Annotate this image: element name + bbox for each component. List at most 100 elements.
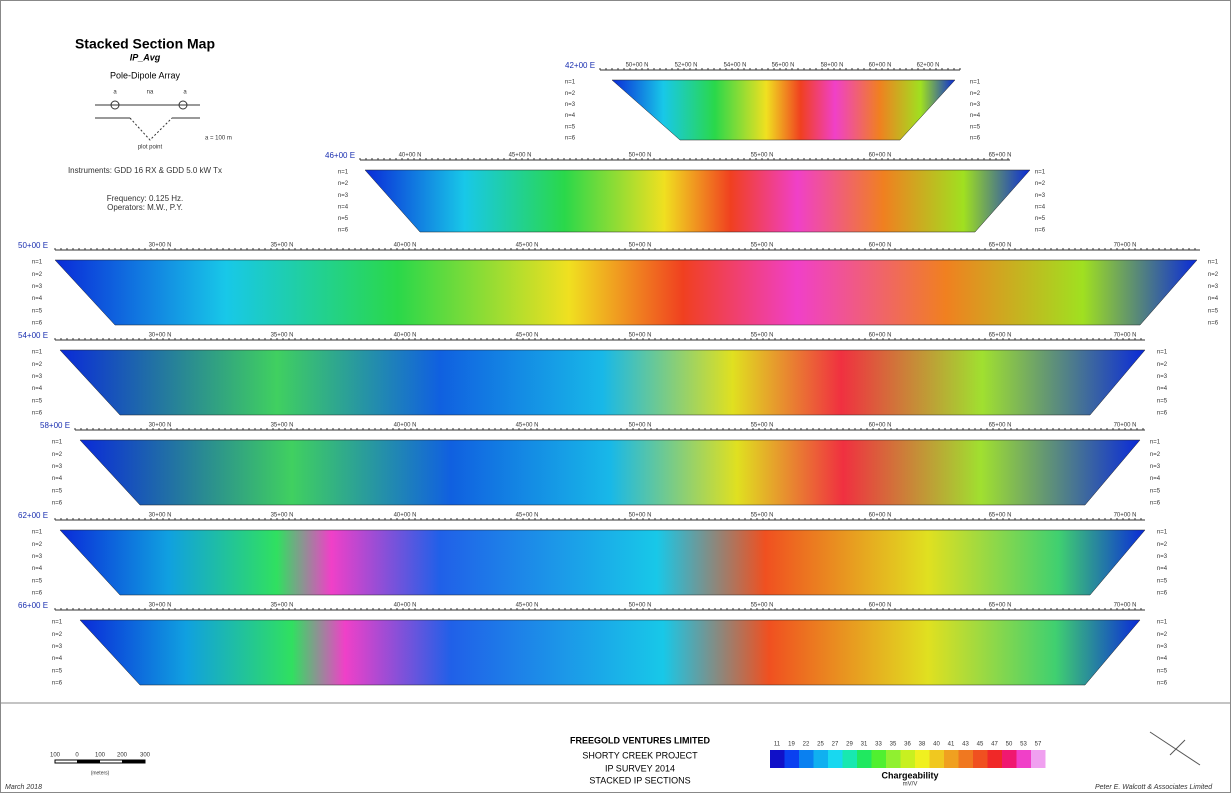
level-label: n=1 — [52, 620, 63, 626]
level-label: n=1 — [1150, 440, 1161, 446]
legend-label: 25 — [817, 742, 824, 748]
station-label: 35+00 N — [271, 513, 294, 519]
sheet: STACKED IP SECTIONS — [589, 775, 690, 785]
level-label: n=1 — [32, 350, 43, 356]
station-label: 70+00 N — [1114, 423, 1137, 429]
diagram-label: a — [113, 90, 117, 96]
legend-label: 50 — [1006, 742, 1013, 748]
legend-swatch — [770, 750, 785, 768]
level-label: n=5 — [32, 578, 43, 584]
level-label: n=1 — [32, 530, 43, 536]
station-label: 40+00 N — [394, 603, 417, 609]
level-label: n=4 — [1150, 476, 1161, 482]
station-label: 70+00 N — [1114, 603, 1137, 609]
level-label: n=2 — [565, 91, 576, 97]
title: Stacked Section Map — [75, 36, 215, 52]
station-label: 58+00 N — [821, 63, 844, 69]
station-label: 55+00 N — [751, 333, 774, 339]
legend-swatch — [828, 750, 843, 768]
station-label: 45+00 N — [509, 153, 532, 159]
legend-label: 22 — [803, 742, 810, 748]
station-label: 50+00 N — [629, 423, 652, 429]
legend-label: 38 — [919, 742, 926, 748]
legend-label: 29 — [846, 742, 853, 748]
level-label: n=1 — [1035, 170, 1046, 176]
level-label: n=2 — [32, 542, 43, 548]
station-label: 55+00 N — [751, 513, 774, 519]
station-label: 52+00 N — [675, 63, 698, 69]
level-label: n=3 — [1208, 284, 1219, 290]
level-label: n=6 — [1157, 681, 1168, 687]
station-label: 30+00 N — [149, 423, 172, 429]
level-label: n=5 — [338, 216, 349, 222]
legend-label: 47 — [991, 742, 998, 748]
north-arrow — [1149, 731, 1201, 766]
legend-label: 53 — [1020, 742, 1027, 748]
station-label: 35+00 N — [271, 423, 294, 429]
level-label: n=4 — [1157, 656, 1168, 662]
level-label: n=2 — [1157, 362, 1168, 368]
station-label: 50+00 N — [629, 153, 652, 159]
station-label: 50+00 N — [629, 603, 652, 609]
station-label: 30+00 N — [149, 513, 172, 519]
legend-title: Chargeability — [881, 770, 938, 780]
station-label: 56+00 N — [772, 63, 795, 69]
level-label: n=4 — [32, 386, 43, 392]
level-label: n=6 — [1208, 321, 1219, 327]
station-label: 65+00 N — [989, 603, 1012, 609]
station-label: 60+00 N — [869, 333, 892, 339]
legend-swatch — [871, 750, 886, 768]
level-label: n=5 — [1208, 308, 1219, 314]
station-label: 55+00 N — [751, 153, 774, 159]
level-label: n=1 — [1157, 530, 1168, 536]
station-label: 40+00 N — [394, 423, 417, 429]
legend-label: 11 — [774, 742, 781, 748]
level-label: n=4 — [32, 296, 43, 302]
station-label: 40+00 N — [399, 153, 422, 159]
station-label: 45+00 N — [516, 333, 539, 339]
station-label: 54+00 N — [724, 63, 747, 69]
level-label: n=5 — [1157, 398, 1168, 404]
level-label: n=1 — [970, 80, 981, 86]
legend-swatch — [842, 750, 857, 768]
station-label: 30+00 N — [149, 333, 172, 339]
subtitle: IP_Avg — [130, 52, 161, 62]
level-label: n=3 — [1157, 554, 1168, 560]
legend-swatch — [915, 750, 930, 768]
legend-swatch — [944, 750, 959, 768]
scale-label: 100 — [50, 753, 61, 759]
level-label: n=6 — [1150, 501, 1161, 507]
station-label: 60+00 N — [869, 153, 892, 159]
legend-swatch — [1016, 750, 1031, 768]
level-label: n=3 — [338, 193, 349, 199]
level-label: n=3 — [970, 102, 981, 108]
station-label: 45+00 N — [516, 243, 539, 249]
operators: Operators: M.W., P.Y. — [107, 203, 183, 212]
level-label: n=5 — [565, 124, 576, 130]
level-label: n=5 — [1150, 488, 1161, 494]
array-diagram — [95, 100, 200, 141]
level-label: n=6 — [32, 591, 43, 597]
level-label: n=5 — [52, 668, 63, 674]
level-label: n=3 — [52, 464, 63, 470]
level-label: n=4 — [338, 204, 349, 210]
station-label: 65+00 N — [989, 423, 1012, 429]
legend-swatch — [857, 750, 872, 768]
date: March 2018 — [5, 784, 42, 791]
section-fill — [79, 439, 1141, 506]
level-label: n=2 — [1150, 452, 1161, 458]
station-label: 70+00 N — [1114, 243, 1137, 249]
scale-label: 0 — [75, 753, 79, 759]
legend-swatch — [1002, 750, 1017, 768]
legend-swatch — [1031, 750, 1046, 768]
section-fill — [59, 529, 1146, 596]
station-label: 65+00 N — [989, 513, 1012, 519]
level-label: n=4 — [970, 113, 981, 119]
station-label: 50+00 N — [629, 513, 652, 519]
section-label: 66+00 E — [18, 601, 48, 610]
station-label: 50+00 N — [629, 243, 652, 249]
section-label: 46+00 E — [325, 151, 355, 160]
legend-label: 41 — [948, 742, 955, 748]
level-label: n=3 — [1157, 644, 1168, 650]
